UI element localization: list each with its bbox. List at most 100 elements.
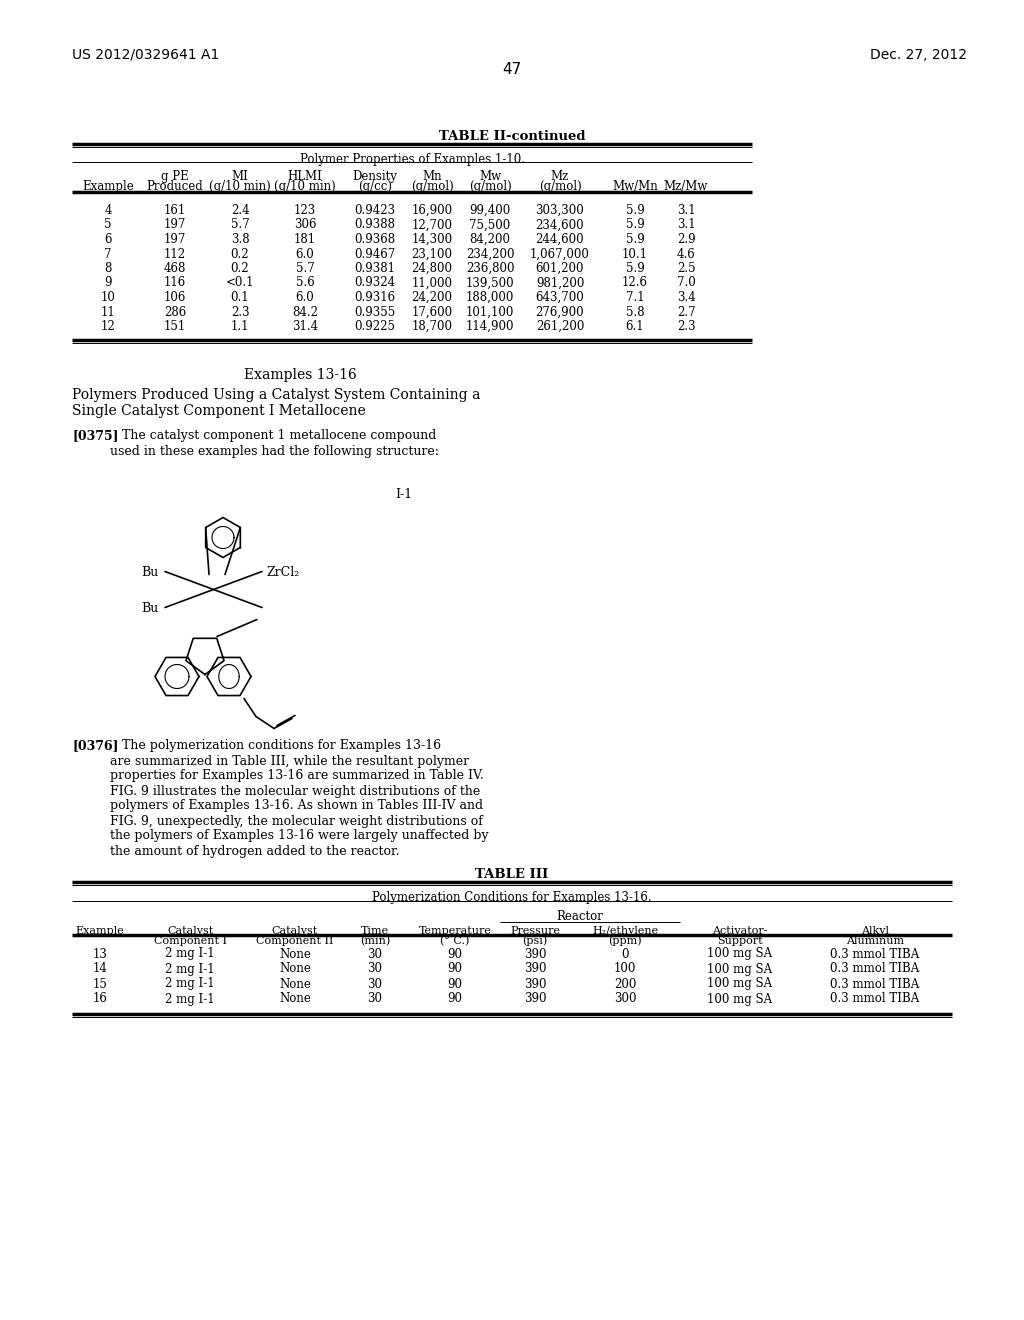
Text: 2 mg I-1: 2 mg I-1 bbox=[165, 948, 215, 961]
Text: [0376]: [0376] bbox=[72, 739, 119, 752]
Text: 0.9355: 0.9355 bbox=[354, 305, 395, 318]
Text: 16: 16 bbox=[92, 993, 108, 1006]
Text: 100 mg SA: 100 mg SA bbox=[708, 948, 772, 961]
Text: 5.9: 5.9 bbox=[626, 205, 644, 216]
Text: 17,600: 17,600 bbox=[412, 305, 453, 318]
Text: Component II: Component II bbox=[256, 936, 334, 945]
Text: 2 mg I-1: 2 mg I-1 bbox=[165, 978, 215, 990]
Text: Pressure: Pressure bbox=[510, 925, 560, 936]
Text: 601,200: 601,200 bbox=[536, 261, 585, 275]
Text: 151: 151 bbox=[164, 319, 186, 333]
Text: 0.9467: 0.9467 bbox=[354, 248, 395, 260]
Text: TABLE III: TABLE III bbox=[475, 867, 549, 880]
Text: 31.4: 31.4 bbox=[292, 319, 318, 333]
Text: Examples 13-16: Examples 13-16 bbox=[244, 367, 356, 381]
Text: 14,300: 14,300 bbox=[412, 234, 453, 246]
Text: 11,000: 11,000 bbox=[412, 276, 453, 289]
Text: 114,900: 114,900 bbox=[466, 319, 514, 333]
Text: 84,200: 84,200 bbox=[469, 234, 511, 246]
Text: 276,900: 276,900 bbox=[536, 305, 585, 318]
Text: The polymerization conditions for Examples 13-16
are summarized in Table III, wh: The polymerization conditions for Exampl… bbox=[110, 739, 488, 858]
Text: 5.9: 5.9 bbox=[626, 261, 644, 275]
Text: 236,800: 236,800 bbox=[466, 261, 514, 275]
Text: 16,900: 16,900 bbox=[412, 205, 453, 216]
Text: 390: 390 bbox=[523, 978, 546, 990]
Text: 6.1: 6.1 bbox=[626, 319, 644, 333]
Text: (g/mol): (g/mol) bbox=[539, 180, 582, 193]
Text: Example: Example bbox=[82, 180, 134, 193]
Text: 12.6: 12.6 bbox=[622, 276, 648, 289]
Text: Alkyl: Alkyl bbox=[861, 925, 889, 936]
Text: 5.9: 5.9 bbox=[626, 219, 644, 231]
Text: Bu: Bu bbox=[141, 565, 159, 578]
Text: 47: 47 bbox=[503, 62, 521, 77]
Text: 100 mg SA: 100 mg SA bbox=[708, 962, 772, 975]
Text: 5: 5 bbox=[104, 219, 112, 231]
Text: 13: 13 bbox=[92, 948, 108, 961]
Text: Reactor: Reactor bbox=[557, 909, 603, 923]
Text: 0.3 mmol TIBA: 0.3 mmol TIBA bbox=[830, 993, 920, 1006]
Text: 84.2: 84.2 bbox=[292, 305, 318, 318]
Text: None: None bbox=[280, 948, 311, 961]
Text: 5.7: 5.7 bbox=[296, 261, 314, 275]
Text: Catalyst: Catalyst bbox=[167, 925, 213, 936]
Text: 8: 8 bbox=[104, 261, 112, 275]
Text: 75,500: 75,500 bbox=[469, 219, 511, 231]
Text: 24,200: 24,200 bbox=[412, 290, 453, 304]
Text: 14: 14 bbox=[92, 962, 108, 975]
Text: 7: 7 bbox=[104, 248, 112, 260]
Text: (min): (min) bbox=[359, 936, 390, 946]
Text: Support: Support bbox=[717, 936, 763, 945]
Text: 0.9368: 0.9368 bbox=[354, 234, 395, 246]
Text: 261,200: 261,200 bbox=[536, 319, 584, 333]
Text: The catalyst component 1 metallocene compound
used in these examples had the fol: The catalyst component 1 metallocene com… bbox=[110, 429, 439, 458]
Text: (g/mol): (g/mol) bbox=[469, 180, 511, 193]
Text: (g/10 min): (g/10 min) bbox=[274, 180, 336, 193]
Text: Dec. 27, 2012: Dec. 27, 2012 bbox=[870, 48, 967, 62]
Text: 197: 197 bbox=[164, 234, 186, 246]
Text: 244,600: 244,600 bbox=[536, 234, 585, 246]
Text: Activator-: Activator- bbox=[713, 925, 768, 936]
Text: 2.4: 2.4 bbox=[230, 205, 249, 216]
Text: 10: 10 bbox=[100, 290, 116, 304]
Text: 15: 15 bbox=[92, 978, 108, 990]
Text: 7.0: 7.0 bbox=[677, 276, 695, 289]
Text: 468: 468 bbox=[164, 261, 186, 275]
Text: 7.1: 7.1 bbox=[626, 290, 644, 304]
Text: 5.7: 5.7 bbox=[230, 219, 250, 231]
Text: 286: 286 bbox=[164, 305, 186, 318]
Text: 0.9423: 0.9423 bbox=[354, 205, 395, 216]
Text: MI: MI bbox=[231, 170, 249, 183]
Text: 981,200: 981,200 bbox=[536, 276, 584, 289]
Text: 390: 390 bbox=[523, 948, 546, 961]
Text: 23,100: 23,100 bbox=[412, 248, 453, 260]
Text: 100 mg SA: 100 mg SA bbox=[708, 993, 772, 1006]
Text: None: None bbox=[280, 993, 311, 1006]
Text: 2 mg I-1: 2 mg I-1 bbox=[165, 962, 215, 975]
Text: 2.7: 2.7 bbox=[677, 305, 695, 318]
Text: 197: 197 bbox=[164, 219, 186, 231]
Text: Mz: Mz bbox=[551, 170, 569, 183]
Text: 101,100: 101,100 bbox=[466, 305, 514, 318]
Text: 6.0: 6.0 bbox=[296, 248, 314, 260]
Text: 181: 181 bbox=[294, 234, 316, 246]
Text: 5.9: 5.9 bbox=[626, 234, 644, 246]
Text: ZrCl₂: ZrCl₂ bbox=[266, 565, 299, 578]
Text: 90: 90 bbox=[447, 978, 463, 990]
Text: 390: 390 bbox=[523, 962, 546, 975]
Text: Mw: Mw bbox=[479, 170, 501, 183]
Text: 2.3: 2.3 bbox=[230, 305, 249, 318]
Text: Density: Density bbox=[352, 170, 397, 183]
Text: 0.3 mmol TIBA: 0.3 mmol TIBA bbox=[830, 962, 920, 975]
Text: H₂/ethylene: H₂/ethylene bbox=[592, 925, 658, 936]
Text: 5.8: 5.8 bbox=[626, 305, 644, 318]
Text: 0.9316: 0.9316 bbox=[354, 290, 395, 304]
Text: 18,700: 18,700 bbox=[412, 319, 453, 333]
Text: 12: 12 bbox=[100, 319, 116, 333]
Text: 303,300: 303,300 bbox=[536, 205, 585, 216]
Text: 116: 116 bbox=[164, 276, 186, 289]
Text: 1.1: 1.1 bbox=[230, 319, 249, 333]
Text: 2.5: 2.5 bbox=[677, 261, 695, 275]
Text: 200: 200 bbox=[613, 978, 636, 990]
Text: 30: 30 bbox=[368, 948, 383, 961]
